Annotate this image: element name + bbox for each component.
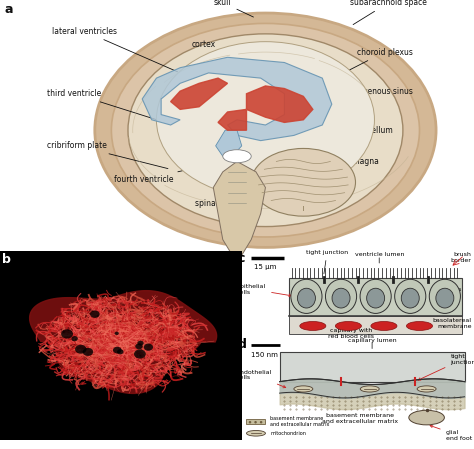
Ellipse shape [294,386,313,392]
Circle shape [83,348,93,356]
Ellipse shape [291,279,322,313]
Text: cerebellum: cerebellum [334,126,393,172]
Text: cortex: cortex [192,40,216,49]
Circle shape [71,336,78,341]
Text: mitochondrion: mitochondrion [270,431,306,436]
Ellipse shape [401,288,419,308]
FancyBboxPatch shape [246,418,265,424]
Text: capillary with
red blood cells: capillary with red blood cells [328,328,374,339]
Ellipse shape [371,321,397,330]
Ellipse shape [251,149,356,216]
Ellipse shape [360,386,379,392]
Circle shape [75,345,87,354]
Text: basement membrane
and extracellular matrix: basement membrane and extracellular matr… [322,413,398,424]
Circle shape [144,343,153,351]
Text: ventricle lumen: ventricle lumen [355,252,404,257]
Polygon shape [213,162,265,255]
Ellipse shape [406,321,432,330]
Ellipse shape [223,150,251,163]
Ellipse shape [246,431,265,436]
Ellipse shape [326,279,356,313]
FancyBboxPatch shape [289,316,462,334]
Ellipse shape [128,34,403,227]
Text: tight
junction: tight junction [418,354,474,380]
Text: nucleus: nucleus [430,286,462,297]
Ellipse shape [360,279,391,313]
Text: b: b [2,253,11,266]
Circle shape [115,332,119,335]
Text: choroid plexus: choroid plexus [310,48,412,90]
Text: endothelial
cells: endothelial cells [237,370,286,388]
Text: 150 nm: 150 nm [251,352,278,358]
Circle shape [61,329,73,339]
Text: c: c [237,252,245,265]
Text: brush
border: brush border [451,252,472,263]
Polygon shape [171,78,228,110]
Circle shape [135,343,143,349]
Text: d: d [237,338,246,351]
Text: 15 μm: 15 μm [254,264,276,270]
Text: third ventricle: third ventricle [47,89,220,140]
Text: glial
end foot: glial end foot [430,425,472,441]
Ellipse shape [417,386,436,392]
Ellipse shape [429,279,460,313]
Text: tight junction: tight junction [306,250,348,274]
Polygon shape [218,86,313,130]
Ellipse shape [95,13,436,247]
Text: venous sinus: venous sinus [354,87,412,103]
Ellipse shape [367,288,384,308]
Text: epithelial
cells: epithelial cells [237,284,292,296]
Text: fourth ventricle: fourth ventricle [114,162,220,184]
Circle shape [113,347,122,353]
Ellipse shape [332,288,350,308]
Text: skull: skull [214,0,254,17]
FancyBboxPatch shape [289,278,462,316]
Polygon shape [30,291,217,393]
Text: basement membrane
and extracellular matrix: basement membrane and extracellular matr… [270,416,329,427]
Ellipse shape [156,42,374,198]
Text: basolatereal
membrane: basolatereal membrane [433,318,472,329]
FancyBboxPatch shape [280,352,465,382]
Ellipse shape [395,279,426,313]
Text: subarachnoid space: subarachnoid space [350,0,427,25]
Text: lateral ventricles: lateral ventricles [52,27,178,72]
Ellipse shape [111,23,419,237]
Ellipse shape [335,321,361,330]
Text: cribriform plate: cribriform plate [47,141,168,168]
Ellipse shape [409,410,444,425]
Ellipse shape [300,321,326,330]
Polygon shape [216,130,242,156]
Text: cisterna magna: cisterna magna [319,157,379,193]
Circle shape [134,349,146,359]
Circle shape [117,349,124,354]
Text: a: a [5,3,13,16]
Text: spinal chord: spinal chord [194,198,242,220]
Circle shape [137,341,144,346]
Ellipse shape [436,288,454,308]
Circle shape [90,310,100,318]
Polygon shape [142,57,332,141]
Text: capillary lumen: capillary lumen [348,338,396,343]
Ellipse shape [298,288,315,308]
